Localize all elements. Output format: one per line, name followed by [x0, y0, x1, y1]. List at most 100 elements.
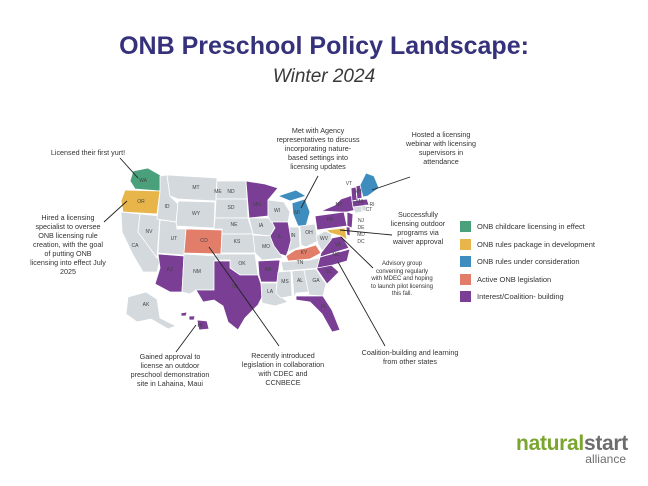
- leader-advisory: [340, 236, 374, 269]
- state-label-nj: NJ: [358, 218, 365, 224]
- state-label-ne: NE: [231, 222, 239, 228]
- state-hi-1[interactable]: [180, 311, 188, 317]
- logo-start: start: [583, 432, 628, 455]
- legend-item-rules-development: ONB rules package in development: [460, 236, 595, 254]
- state-label-tn: TN: [297, 260, 304, 266]
- state-label-nm: NM: [193, 269, 201, 275]
- state-label-in: IN: [291, 233, 296, 239]
- state-label-nh: NH: [354, 189, 362, 195]
- state-label-la: LA: [267, 289, 274, 295]
- legend-label: Interest/Coalition- building: [477, 292, 564, 302]
- state-label-ut: UT: [171, 236, 178, 242]
- annotation-colorado: Recently introduced legislation in colla…: [241, 351, 325, 387]
- legend-swatch: [460, 256, 471, 268]
- state-label-ky: KY: [301, 250, 308, 256]
- state-label-vt: VT: [346, 181, 352, 187]
- state-label-mi: MI: [294, 210, 300, 216]
- state-mi-upper[interactable]: [276, 189, 307, 202]
- state-label-al: AL: [297, 278, 303, 284]
- state-ms[interactable]: [275, 270, 293, 299]
- state-al[interactable]: [291, 269, 310, 299]
- leader-yurt: [119, 157, 139, 179]
- state-tx[interactable]: [195, 260, 265, 331]
- state-label-ri: RI: [370, 202, 375, 208]
- state-nj[interactable]: [346, 211, 354, 229]
- logo-alliance: alliance: [585, 452, 626, 466]
- annotation-coalition: Coalition-building and learning from oth…: [361, 348, 459, 366]
- state-de[interactable]: [345, 226, 351, 237]
- state-md[interactable]: [324, 227, 348, 241]
- annotation-hawaii: Gained approval to license an outdoor pr…: [130, 352, 210, 388]
- legend-swatch: [460, 273, 471, 285]
- state-nc[interactable]: [316, 248, 351, 269]
- state-label-sd: SD: [228, 205, 235, 211]
- state-label-oh: OH: [305, 230, 313, 236]
- state-label-wa: WA: [139, 178, 148, 184]
- page-subtitle: Winter 2024: [272, 66, 376, 87]
- state-label-ny: NY: [336, 202, 344, 208]
- state-label-co: CO: [200, 238, 208, 244]
- state-label-mn: MN: [253, 202, 261, 208]
- legend-label: ONB rules package in development: [477, 239, 595, 249]
- state-label-ga: GA: [312, 278, 320, 284]
- state-label-ak: AK: [143, 302, 150, 308]
- leader-agency: [300, 175, 319, 209]
- state-label-wi: WI: [274, 208, 280, 214]
- state-hi-2[interactable]: [188, 315, 196, 321]
- leader-coalition: [337, 261, 386, 347]
- legend-item-licensing-in-effect: ONB childcare licensing in effect: [460, 218, 595, 236]
- legend-label: Active ONB legislation: [477, 274, 552, 284]
- state-label-az: AZ: [167, 267, 173, 273]
- leader-hawaii: [175, 324, 197, 353]
- state-hi-3[interactable]: [196, 319, 210, 331]
- legend-label: ONB childcare licensing in effect: [477, 222, 585, 232]
- state-ri[interactable]: [361, 204, 367, 212]
- state-in[interactable]: [287, 226, 301, 253]
- leader-waiver: [339, 229, 393, 236]
- annotation-waiver: Successfully licensing outdoor programs …: [390, 210, 446, 246]
- state-me[interactable]: [359, 172, 380, 198]
- state-label-hi: HI: [198, 323, 203, 329]
- annotation-oregon: Hired a licensing specialist to oversee …: [30, 213, 106, 276]
- state-nv[interactable]: [137, 213, 161, 260]
- legend-item-active-legislation: Active ONB legislation: [460, 271, 595, 289]
- state-wv[interactable]: [315, 230, 333, 252]
- annotation-agency: Met with Agency representatives to discu…: [276, 126, 360, 171]
- state-label-dc: DC: [357, 239, 365, 245]
- state-label-fl: FL: [321, 304, 327, 310]
- state-ky[interactable]: [285, 244, 322, 262]
- state-mt[interactable]: [166, 174, 218, 202]
- legend-swatch: [460, 238, 471, 250]
- state-label-ks: KS: [234, 239, 241, 245]
- state-ct[interactable]: [352, 205, 363, 214]
- natural-start-alliance-logo: naturalstart alliance: [488, 432, 628, 466]
- state-label-nd: ND: [227, 189, 235, 195]
- state-label-ms: MS: [281, 279, 289, 285]
- state-label-md: MD: [357, 232, 365, 238]
- leader-webinar: [371, 176, 411, 191]
- state-label-or: OR: [137, 199, 145, 205]
- state-fl[interactable]: [295, 295, 341, 333]
- state-label-va: VA: [335, 242, 342, 248]
- page-title: ONB Preschool Policy Landscape:: [119, 32, 529, 60]
- annotation-webinar: Hosted a licensing webinar with licensin…: [406, 130, 476, 166]
- legend-swatch: [460, 291, 471, 303]
- state-label-ok: OK: [238, 261, 246, 267]
- legend-item-interest-coalition: Interest/Coalition- building: [460, 288, 595, 306]
- state-ar[interactable]: [257, 259, 281, 283]
- state-az[interactable]: [154, 253, 185, 293]
- state-ga[interactable]: [303, 268, 327, 297]
- state-label-pa: PA: [327, 217, 334, 223]
- state-label-ia: IA: [259, 223, 264, 229]
- state-label-il: IL: [278, 234, 282, 240]
- state-or[interactable]: [120, 189, 161, 215]
- state-label-ar: AR: [265, 267, 272, 273]
- state-ak[interactable]: [125, 291, 177, 330]
- state-label-mo: MO: [262, 244, 270, 250]
- leader-oregon: [103, 200, 128, 223]
- state-label-nc: NC: [332, 252, 340, 258]
- legend-label: ONB rules under consideration: [477, 257, 580, 267]
- state-label-wy: WY: [192, 211, 201, 217]
- state-oh[interactable]: [299, 223, 319, 248]
